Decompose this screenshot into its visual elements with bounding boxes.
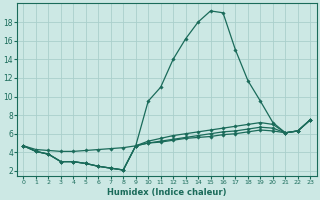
X-axis label: Humidex (Indice chaleur): Humidex (Indice chaleur) xyxy=(107,188,227,197)
